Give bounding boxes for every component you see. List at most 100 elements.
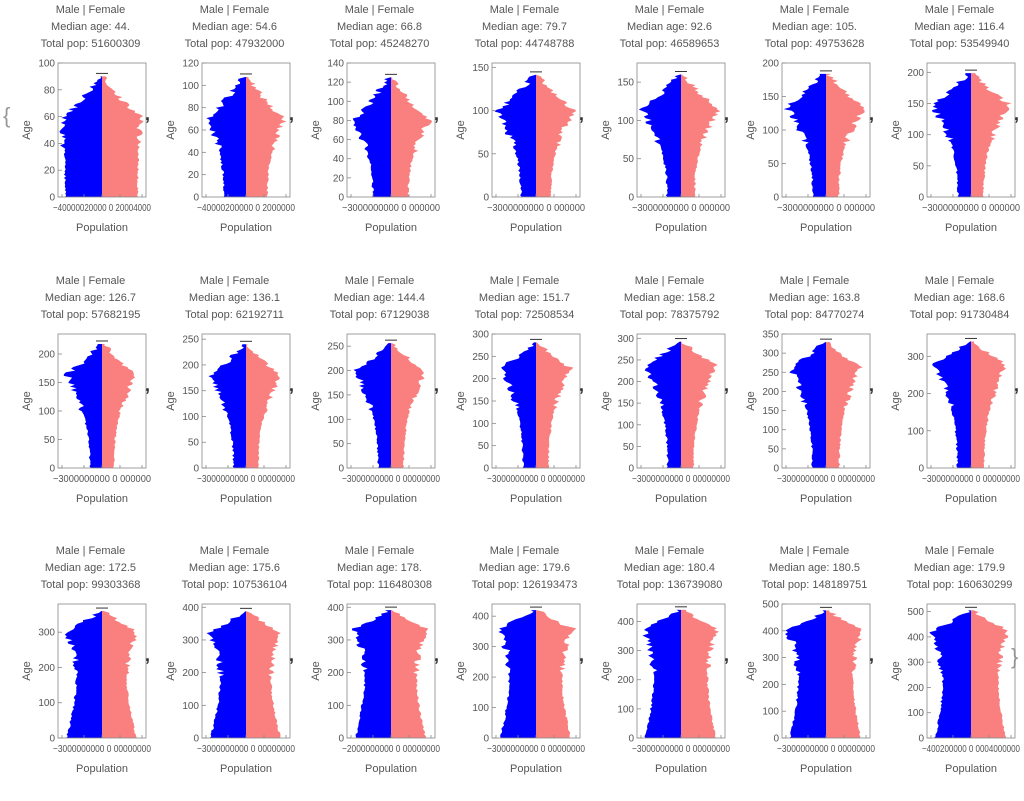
female-population-area bbox=[826, 73, 865, 197]
list-separator: , bbox=[579, 375, 585, 395]
y-tick-label: 100 bbox=[327, 415, 344, 426]
x-axis-label: Population bbox=[655, 493, 707, 505]
y-axis-label: Age bbox=[165, 661, 177, 681]
y-axis-label: Age bbox=[21, 120, 33, 140]
list-separator: , bbox=[1014, 104, 1020, 124]
female-population-area bbox=[246, 344, 280, 468]
y-tick-label: 100 bbox=[472, 419, 489, 430]
pyramid-svg: 0 50 100 150 −3000000000 0 000000 Population A… bbox=[600, 62, 730, 234]
female-population-area bbox=[681, 609, 720, 738]
chart-title: Male | Female bbox=[55, 4, 126, 16]
female-population-area bbox=[971, 73, 1012, 197]
y-tick-label: 300 bbox=[182, 635, 199, 646]
y-tick-label: 400 bbox=[762, 626, 779, 637]
y-tick-label: 100 bbox=[617, 704, 634, 715]
total-pop-label: Total pop: 57682195 bbox=[40, 309, 141, 321]
female-population-area bbox=[536, 610, 577, 738]
list-separator: , bbox=[145, 104, 151, 124]
total-pop-label: Total pop: 67129038 bbox=[329, 309, 430, 321]
y-tick-label: 50 bbox=[768, 159, 780, 170]
y-axis-label: Age bbox=[21, 661, 33, 681]
pyramid-chart: Male | Female Median age: 66.8 Total pop: … bbox=[307, 0, 452, 260]
list-separator: , bbox=[724, 375, 730, 395]
median-age-label: Median age: 126.7 bbox=[44, 292, 137, 304]
male-population-area bbox=[783, 73, 826, 197]
y-tick-label: 100 bbox=[472, 106, 489, 117]
x-tick-labels: −3000000000 0 00000000 bbox=[487, 744, 585, 755]
median-age-label: Median age: 175.6 bbox=[188, 562, 281, 574]
y-tick-label: 300 bbox=[327, 635, 344, 646]
y-axis-label: Age bbox=[455, 661, 467, 681]
list-separator: , bbox=[145, 375, 151, 395]
chart-title: Male | Female bbox=[344, 4, 415, 16]
median-age-label: Median age: 151.7 bbox=[478, 292, 571, 304]
median-age-label: Median age: 180.4 bbox=[623, 562, 716, 574]
y-tick-label: 150 bbox=[472, 63, 489, 74]
y-tick-label: 200 bbox=[762, 59, 779, 70]
female-population-area bbox=[681, 74, 721, 197]
pyramid-grid: { } Male | Female Median age: 44. Total po… bbox=[3, 0, 1024, 775]
y-tick-label: 0 bbox=[49, 464, 55, 475]
y-tick-label: 20 bbox=[188, 170, 200, 181]
x-axis-label: Population bbox=[945, 763, 997, 775]
list-separator: , bbox=[724, 104, 730, 124]
x-tick-labels: −3000000000 0 00000000 bbox=[777, 474, 875, 485]
male-population-area bbox=[353, 343, 391, 468]
y-tick-label: 100 bbox=[762, 707, 779, 718]
chart-title: Male | Female bbox=[924, 4, 995, 16]
pyramid-svg: 0 100 200 300 400 −3000000000 0 00000000 Popul… bbox=[165, 603, 295, 775]
y-tick-label: 0 bbox=[338, 193, 344, 204]
pyramid-svg: 0 50 100 150 200 250 −3000000000 0 00000000 Pop… bbox=[310, 333, 440, 505]
list-separator: , bbox=[289, 104, 295, 124]
y-axis-label: Age bbox=[165, 391, 177, 411]
male-population-area bbox=[352, 77, 391, 197]
pyramid-chart: Male | Female Median age: 168.6 Total pop:… bbox=[887, 271, 1024, 531]
list-separator: , bbox=[579, 645, 585, 665]
chart-title: Male | Female bbox=[634, 545, 705, 557]
y-tick-label: 400 bbox=[617, 617, 634, 628]
y-tick-label: 200 bbox=[472, 673, 489, 684]
y-tick-label: 0 bbox=[483, 734, 489, 745]
x-tick-labels: −3000000000 0 00000000 bbox=[342, 474, 440, 485]
male-population-area bbox=[494, 74, 536, 197]
y-tick-label: 200 bbox=[617, 377, 634, 388]
y-tick-label: 150 bbox=[762, 92, 779, 103]
y-tick-label: 100 bbox=[38, 406, 55, 417]
y-tick-label: 200 bbox=[762, 387, 779, 398]
total-pop-label: Total pop: 62192711 bbox=[185, 309, 284, 321]
median-age-label: Median age: 178. bbox=[336, 562, 422, 574]
x-axis-label: Population bbox=[76, 222, 128, 234]
pyramid-chart: Male | Female Median age: 179.6 Total pop:… bbox=[452, 541, 597, 801]
pyramid-chart: Male | Female Median age: 178. Total pop: … bbox=[307, 541, 452, 801]
y-tick-label: 300 bbox=[762, 349, 779, 360]
x-tick-labels: −40000200000 0 2000000 bbox=[197, 203, 295, 214]
y-tick-label: 500 bbox=[907, 607, 924, 618]
y-tick-label: 150 bbox=[617, 399, 634, 410]
pyramid-chart: Male | Female Median age: 44. Total pop: 5… bbox=[18, 0, 163, 260]
y-axis-label: Age bbox=[310, 661, 322, 681]
x-axis-label: Population bbox=[945, 493, 997, 505]
x-tick-labels: −3000000000 0 000000 bbox=[922, 203, 1020, 214]
median-age-label: Median age: 168.6 bbox=[913, 292, 1006, 304]
x-axis-label: Population bbox=[220, 763, 272, 775]
chart-title: Male | Female bbox=[199, 545, 270, 557]
open-brace: { bbox=[3, 103, 11, 128]
list-separator: , bbox=[1014, 375, 1020, 395]
pyramid-svg: 0 20 40 60 80 100 −40000020000 0 20004000 Popul… bbox=[21, 59, 151, 235]
male-population-area bbox=[498, 610, 536, 738]
y-tick-label: 300 bbox=[472, 642, 489, 653]
y-tick-label: 100 bbox=[38, 59, 55, 70]
y-tick-label: 400 bbox=[327, 603, 344, 614]
y-tick-label: 20 bbox=[333, 173, 345, 184]
male-population-area bbox=[638, 74, 681, 197]
pyramid-chart: Male | Female Median age: 163.8 Total pop:… bbox=[742, 271, 887, 531]
y-tick-label: 200 bbox=[472, 374, 489, 385]
y-tick-label: 0 bbox=[193, 193, 199, 204]
y-axis-label: Age bbox=[890, 120, 902, 140]
y-tick-label: 200 bbox=[907, 683, 924, 694]
chart-title: Male | Female bbox=[55, 545, 126, 557]
x-axis-label: Population bbox=[800, 222, 852, 234]
median-age-label: Median age: 136.1 bbox=[188, 292, 281, 304]
y-tick-label: 500 bbox=[762, 600, 779, 611]
pyramid-chart: Male | Female Median age: 79.7 Total pop: … bbox=[452, 0, 597, 260]
